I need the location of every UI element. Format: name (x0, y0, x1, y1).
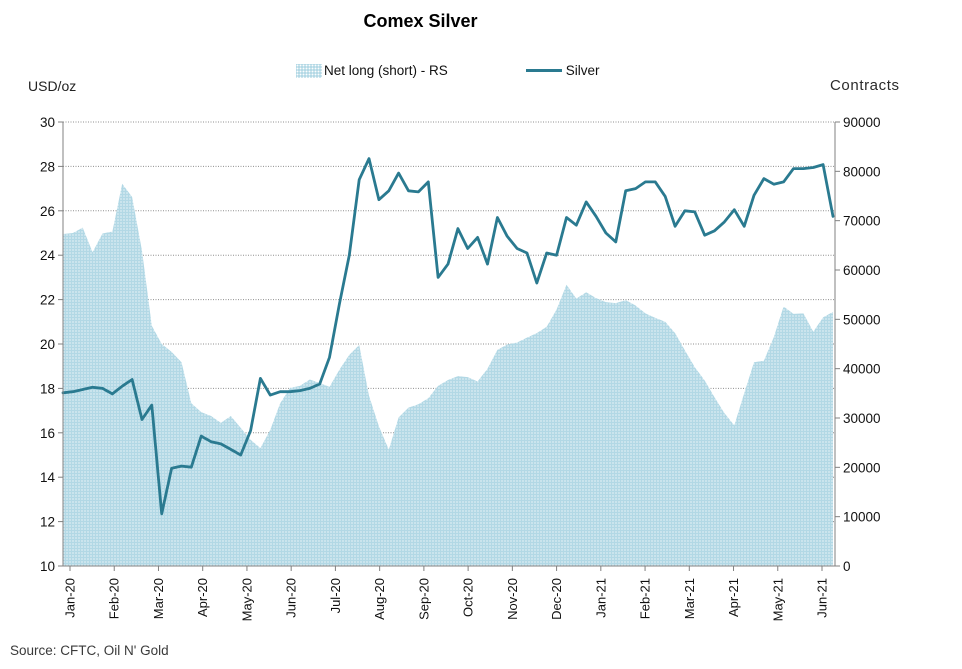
legend-area-label: Net long (short) - RS (324, 63, 448, 78)
x-axis-tick-label: Jan-20 (63, 578, 78, 618)
left-axis-tick-label: 30 (40, 115, 55, 130)
right-axis-unit-label: Contracts (830, 77, 900, 94)
left-axis-tick-label: 12 (40, 515, 55, 530)
legend-area-swatch-icon (296, 63, 322, 78)
x-axis-tick-label: Feb-21 (638, 578, 653, 619)
chart-title: Comex Silver (363, 11, 478, 31)
left-axis-tick-label: 22 (40, 293, 55, 308)
right-axis-tick-label: 10000 (843, 510, 881, 525)
left-axis-tick-label: 28 (40, 159, 55, 174)
x-axis-tick-label: Mar-21 (682, 578, 697, 619)
x-axis-tick-label: Dec-20 (549, 578, 564, 620)
left-axis-tick-label: 14 (40, 470, 56, 485)
source-note: Source: CFTC, Oil N' Gold (10, 643, 169, 658)
right-axis-tick-label: 70000 (843, 214, 881, 229)
x-axis-tick-label: Apr-21 (726, 578, 741, 617)
left-axis-tick-label: 24 (40, 248, 56, 263)
right-axis-tick-label: 30000 (843, 411, 881, 426)
left-axis-unit-label: USD/oz (28, 78, 77, 94)
x-axis-tick-label: May-20 (239, 578, 254, 621)
x-axis-tick-label: Aug-20 (372, 578, 387, 620)
left-axis-tick-label: 10 (40, 559, 55, 574)
net-long-area-series (63, 183, 833, 566)
x-axis-tick-label: Jan-21 (593, 578, 608, 618)
x-axis-tick-label: Jun-20 (284, 578, 299, 618)
right-axis-tick-label: 60000 (843, 263, 881, 278)
x-axis-tick-label: Sep-20 (416, 578, 431, 620)
x-axis-tick-label: Jul-20 (328, 578, 343, 613)
legend: Net long (short) - RS Silver (296, 63, 600, 78)
x-axis-tick-label: Feb-20 (107, 578, 122, 619)
left-axis-tick-label: 20 (40, 337, 55, 352)
x-axis-tick-label: May-21 (770, 578, 785, 621)
x-axis-tick-label: Mar-20 (151, 578, 166, 619)
right-axis-tick-label: 40000 (843, 362, 881, 377)
right-axis-tick-label: 50000 (843, 312, 881, 327)
legend-line-label: Silver (565, 63, 600, 78)
left-axis-tick-label: 18 (40, 381, 55, 396)
x-axis-tick-label: Jun-21 (815, 578, 830, 618)
legend-line-swatch-icon (525, 69, 562, 72)
right-axis-tick-label: 0 (843, 559, 851, 574)
silver-price-line-series (61, 157, 835, 516)
x-axis-tick-label: Oct-20 (461, 578, 476, 617)
left-axis-tick-label: 26 (40, 204, 55, 219)
right-axis-tick-label: 80000 (843, 164, 881, 179)
right-axis-tick-label: 20000 (843, 460, 881, 475)
right-axis-tick-label: 90000 (843, 115, 881, 130)
x-axis-tick-label: Nov-20 (505, 578, 520, 620)
left-axis-tick-label: 16 (40, 426, 55, 441)
x-axis-tick-label: Apr-20 (195, 578, 210, 617)
